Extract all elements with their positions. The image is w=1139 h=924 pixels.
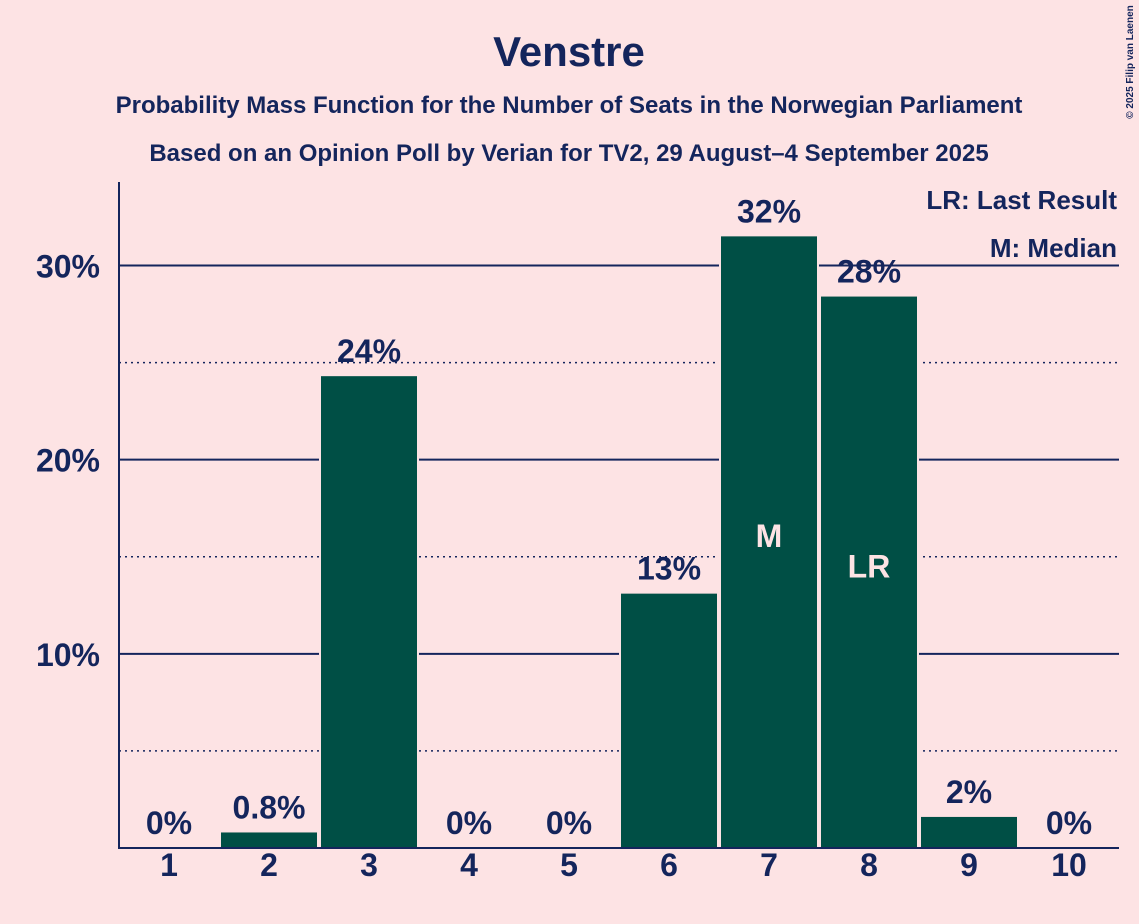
data-label-8: 28% [837, 254, 901, 290]
y-tick-label-30: 30% [36, 248, 100, 284]
data-label-3: 24% [337, 333, 401, 369]
x-tick-label-6: 6 [660, 847, 678, 883]
chart-title: Venstre [493, 28, 645, 75]
x-tick-label-3: 3 [360, 847, 378, 883]
axes: 10% 20% 30% 1 2 3 4 5 6 7 8 9 10 [36, 182, 1119, 883]
bar-2 [221, 832, 317, 848]
marker-LR-label: LR [848, 548, 891, 584]
x-tick-label-10: 10 [1051, 847, 1087, 883]
data-label-10: 0% [1046, 805, 1092, 841]
x-tick-label-1: 1 [160, 847, 178, 883]
bar-9 [921, 816, 1017, 848]
data-label-9: 2% [946, 774, 992, 810]
bar-8 [821, 296, 917, 848]
data-label-2: 0.8% [233, 789, 306, 825]
x-tick-label-2: 2 [260, 847, 278, 883]
bar-6 [621, 593, 717, 848]
data-label-4: 0% [446, 805, 492, 841]
data-labels: 0% 0.8% 24% 0% 0% 13% 32% 28% 2% 0% M LR [146, 193, 1092, 841]
chart-subtitle-2: Based on an Opinion Poll by Verian for T… [149, 140, 988, 167]
x-tick-label-4: 4 [460, 847, 478, 883]
data-label-5: 0% [546, 805, 592, 841]
bar-3 [321, 376, 417, 848]
x-tick-label-5: 5 [560, 847, 578, 883]
data-label-7: 32% [737, 193, 801, 229]
bar-7 [721, 236, 817, 849]
y-tick-label-10: 10% [36, 637, 100, 673]
x-tick-label-7: 7 [760, 847, 778, 883]
legend-median: M: Median [990, 233, 1117, 263]
legend-last-result: LR: Last Result [926, 185, 1117, 215]
y-tick-label-20: 20% [36, 443, 100, 479]
data-label-1: 0% [146, 805, 192, 841]
x-tick-label-9: 9 [960, 847, 978, 883]
x-tick-label-8: 8 [860, 847, 878, 883]
data-label-6: 13% [637, 551, 701, 587]
bars [219, 235, 1019, 849]
chart-subtitle-1: Probability Mass Function for the Number… [116, 92, 1023, 119]
marker-M-label: M [756, 518, 783, 554]
copyright-notice: © 2025 Filip van Laenen [1125, 5, 1136, 119]
